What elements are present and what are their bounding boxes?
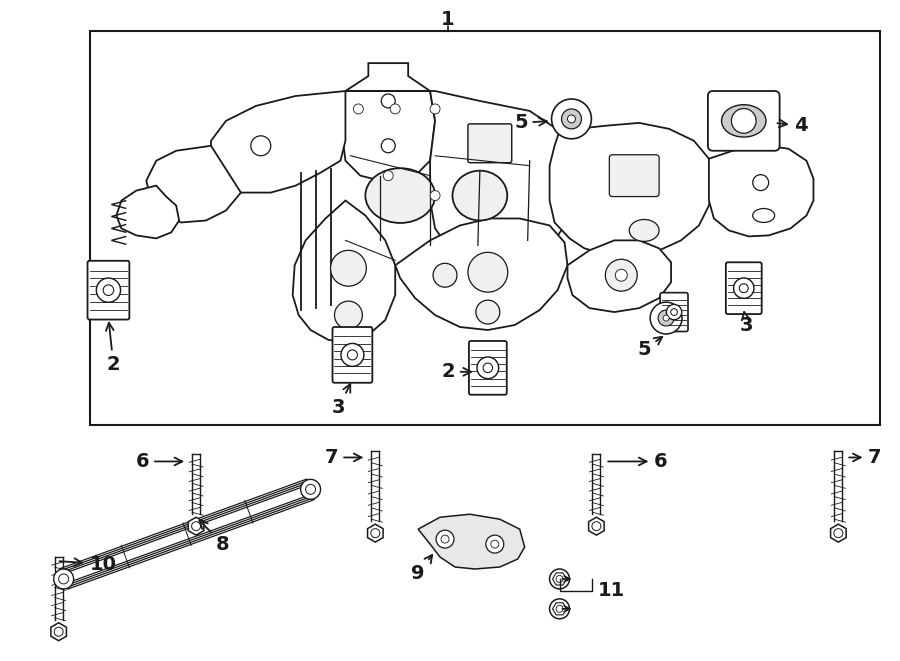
Text: 4: 4 <box>778 116 808 136</box>
Text: 7: 7 <box>849 448 882 467</box>
Polygon shape <box>292 200 395 342</box>
Circle shape <box>606 259 637 291</box>
FancyBboxPatch shape <box>660 293 688 332</box>
Circle shape <box>330 251 366 286</box>
Circle shape <box>335 301 363 329</box>
Polygon shape <box>61 483 313 586</box>
Circle shape <box>550 599 570 619</box>
Circle shape <box>382 94 395 108</box>
FancyBboxPatch shape <box>708 91 779 151</box>
Circle shape <box>556 605 563 612</box>
Circle shape <box>436 530 454 548</box>
Circle shape <box>104 285 113 295</box>
Circle shape <box>347 350 357 360</box>
Circle shape <box>477 357 499 379</box>
Circle shape <box>58 574 68 584</box>
Circle shape <box>552 99 591 139</box>
FancyBboxPatch shape <box>468 124 512 163</box>
Circle shape <box>441 535 449 543</box>
Circle shape <box>251 136 271 156</box>
Circle shape <box>663 315 669 321</box>
Circle shape <box>430 104 440 114</box>
Circle shape <box>616 269 627 281</box>
FancyBboxPatch shape <box>87 261 130 319</box>
Polygon shape <box>147 146 241 223</box>
Circle shape <box>739 284 748 293</box>
Text: 9: 9 <box>411 555 432 584</box>
Polygon shape <box>568 241 671 312</box>
Polygon shape <box>367 524 383 542</box>
Ellipse shape <box>752 208 775 223</box>
Circle shape <box>491 540 499 548</box>
Circle shape <box>433 263 457 287</box>
Text: 7: 7 <box>325 448 362 467</box>
Circle shape <box>556 576 563 582</box>
Text: 1: 1 <box>441 10 454 29</box>
Circle shape <box>550 569 570 589</box>
FancyBboxPatch shape <box>469 341 507 395</box>
Polygon shape <box>51 623 67 641</box>
Ellipse shape <box>722 104 766 137</box>
FancyBboxPatch shape <box>332 327 373 383</box>
Polygon shape <box>346 91 574 260</box>
Polygon shape <box>395 219 568 330</box>
Polygon shape <box>418 514 525 569</box>
Circle shape <box>486 535 504 553</box>
Text: 6: 6 <box>608 452 668 471</box>
Text: 11: 11 <box>598 582 625 600</box>
Circle shape <box>476 300 500 324</box>
Circle shape <box>301 479 320 499</box>
Circle shape <box>666 305 681 320</box>
FancyBboxPatch shape <box>725 262 761 314</box>
Polygon shape <box>60 479 314 589</box>
Text: 8: 8 <box>200 521 230 554</box>
Circle shape <box>752 175 769 190</box>
Circle shape <box>562 109 581 129</box>
Polygon shape <box>60 481 313 588</box>
Circle shape <box>732 108 756 134</box>
Polygon shape <box>62 485 312 584</box>
Circle shape <box>354 104 364 114</box>
Circle shape <box>468 253 508 292</box>
Polygon shape <box>116 186 179 239</box>
Text: 3: 3 <box>332 384 350 417</box>
Circle shape <box>430 190 440 200</box>
Text: 5: 5 <box>637 337 662 360</box>
Text: 2: 2 <box>106 323 121 374</box>
Circle shape <box>483 363 492 373</box>
Polygon shape <box>709 146 814 237</box>
Ellipse shape <box>629 219 659 241</box>
Circle shape <box>96 278 121 302</box>
Circle shape <box>306 485 316 494</box>
Circle shape <box>383 171 393 180</box>
Polygon shape <box>340 63 435 180</box>
Ellipse shape <box>453 171 508 221</box>
Polygon shape <box>211 91 346 192</box>
Text: 6: 6 <box>136 452 183 471</box>
Polygon shape <box>589 517 604 535</box>
Circle shape <box>650 302 682 334</box>
Circle shape <box>734 278 754 298</box>
Circle shape <box>341 344 364 366</box>
Circle shape <box>382 139 395 153</box>
Text: 2: 2 <box>441 362 471 381</box>
Bar <box>89 31 880 424</box>
FancyBboxPatch shape <box>609 155 659 196</box>
Circle shape <box>54 569 74 589</box>
Circle shape <box>670 309 678 315</box>
Polygon shape <box>188 517 203 535</box>
Polygon shape <box>550 123 714 255</box>
Polygon shape <box>831 524 846 542</box>
Circle shape <box>391 104 401 114</box>
Circle shape <box>658 310 674 326</box>
Text: 5: 5 <box>514 114 547 132</box>
Text: 10: 10 <box>59 555 116 574</box>
Text: 3: 3 <box>740 312 753 334</box>
Circle shape <box>568 115 575 123</box>
Ellipse shape <box>365 168 435 223</box>
